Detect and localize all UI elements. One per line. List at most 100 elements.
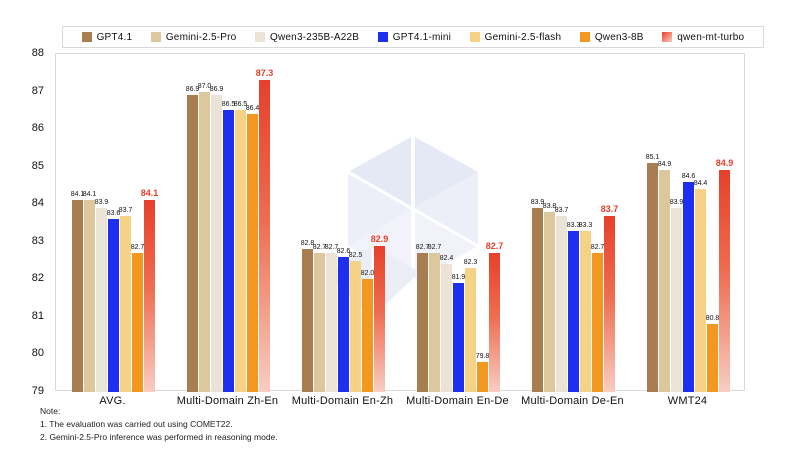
y-tick-label: 83 bbox=[31, 234, 44, 247]
bar-value-label: 86.4 bbox=[245, 105, 260, 113]
bar-value-label: 82.0 bbox=[360, 270, 375, 278]
bar-qwen3-8b: 80.8 bbox=[706, 315, 719, 392]
bar-gemini-2-5-flash: 83.7 bbox=[119, 207, 132, 392]
bar-value-label: 83.7 bbox=[118, 206, 133, 214]
note-line-1: 1. The evaluation was carried out using … bbox=[40, 419, 233, 429]
legend-swatch-icon bbox=[81, 32, 92, 42]
bar-value-label: 83.3 bbox=[578, 221, 593, 229]
bar-gemini-2-5-flash: 86.5 bbox=[234, 101, 247, 392]
bar-groups: 84.1 84.1 83.9 83.6 83.7 82.7 84.1 86.9 87.0 86.9… bbox=[56, 54, 746, 392]
legend-swatch-icon bbox=[579, 32, 590, 42]
legend-item-qwen3-235b-a22b: Qwen3-235B-A22B bbox=[255, 32, 359, 43]
y-tick-label: 80 bbox=[31, 347, 44, 360]
bar-group-avg-: 84.1 84.1 83.9 83.6 83.7 82.7 84.1 bbox=[56, 54, 171, 392]
y-tick-label: 87 bbox=[31, 84, 44, 97]
bar-value-label: 83.7 bbox=[600, 203, 619, 214]
legend-label: Qwen3-235B-A22B bbox=[270, 31, 360, 43]
bar-value-label: 83.9 bbox=[530, 198, 545, 206]
bar-qwen-mt-turbo: 83.7 bbox=[601, 204, 618, 392]
bar-value-label: 82.9 bbox=[370, 233, 389, 244]
bar-value-label: 82.3 bbox=[463, 259, 478, 267]
legend-label: GPT4.1 bbox=[96, 31, 133, 43]
bar-value-label: 87.3 bbox=[255, 68, 274, 79]
legend-item-gemini-2-5-pro: Gemini-2.5-Pro bbox=[150, 32, 237, 43]
bar-gemini-2-5-flash: 84.4 bbox=[694, 180, 707, 392]
x-axis-label: Multi-Domain De-En bbox=[521, 395, 624, 407]
legend-item-gpt4-1-mini: GPT4.1-mini bbox=[377, 31, 452, 43]
legend-swatch-icon bbox=[469, 32, 480, 42]
bar-value-label: 82.7 bbox=[590, 244, 605, 252]
bar-qwen3-235b-a22b: 83.9 bbox=[95, 199, 108, 392]
bar-gemini-2-5-pro: 84.9 bbox=[658, 161, 671, 392]
legend-item-qwen3-8b: Qwen3-8B bbox=[579, 32, 644, 43]
note-title: Note: bbox=[40, 406, 61, 416]
y-tick-label: 86 bbox=[31, 122, 44, 135]
legend-label: GPT4.1-mini bbox=[392, 31, 452, 43]
bar-qwen-mt-turbo: 84.1 bbox=[141, 188, 158, 392]
y-tick-label: 84 bbox=[31, 197, 44, 210]
bar-value-label: 82.7 bbox=[427, 244, 442, 252]
bar-gemini-2-5-flash: 83.3 bbox=[579, 222, 592, 392]
bar-value-label: 84.1 bbox=[82, 191, 97, 199]
bar-gemini-2-5-pro: 83.8 bbox=[543, 203, 556, 392]
y-axis: 88 87 86 85 84 83 82 81 80 79 bbox=[18, 47, 50, 397]
bar-gpt4-1: 82.7 bbox=[416, 244, 429, 392]
bar-qwen-mt-turbo: 82.9 bbox=[371, 234, 388, 392]
bar-value-label: 83.9 bbox=[669, 198, 684, 206]
x-axis-label: Multi-Domain En-Zh bbox=[291, 395, 394, 407]
footnotes: Note: 1. The evaluation was carried out … bbox=[40, 406, 278, 444]
bar-gemini-2-5-flash: 82.5 bbox=[349, 252, 362, 392]
bar-gemini-2-5-pro: 82.7 bbox=[313, 244, 326, 392]
y-tick-label: 81 bbox=[31, 309, 44, 322]
bar-value-label: 80.8 bbox=[705, 315, 720, 323]
bar-qwen3-235b-a22b: 82.4 bbox=[440, 255, 453, 392]
bar-group-multi-domain-en-zh: 82.8 82.7 82.7 82.6 82.5 82.0 82.9 bbox=[286, 54, 401, 392]
y-tick-label: 82 bbox=[31, 272, 44, 285]
bar-value-label: 79.8 bbox=[475, 352, 490, 360]
bar-qwen3-235b-a22b: 86.9 bbox=[210, 86, 223, 392]
bar-value-label: 82.4 bbox=[439, 255, 454, 263]
x-axis-label: WMT24 bbox=[667, 395, 708, 407]
bar-value-label: 84.1 bbox=[70, 191, 85, 199]
legend-label: qwen-mt-turbo bbox=[677, 31, 745, 43]
bar-gemini-2-5-flash: 82.3 bbox=[464, 259, 477, 392]
bar-value-label: 82.6 bbox=[336, 247, 351, 255]
bar-qwen3-8b: 82.7 bbox=[131, 244, 144, 392]
x-axis-labels: AVG. Multi-Domain Zh-En Multi-Domain En-Zh… bbox=[55, 395, 745, 407]
x-axis-label: AVG. bbox=[99, 395, 126, 407]
bar-group-multi-domain-en-de: 82.7 82.7 82.4 81.9 82.3 79.8 82.7 bbox=[401, 54, 516, 392]
plot-area: 84.1 84.1 83.9 83.6 83.7 82.7 84.1 86.9 87.0 86.9… bbox=[55, 53, 746, 392]
bar-group-multi-domain-zh-en: 86.9 87.0 86.9 86.5 86.5 86.4 87.3 bbox=[171, 54, 286, 392]
note-line-2: 2. Gemini-2.5-Pro inference was performe… bbox=[40, 432, 278, 443]
bar-qwen3-8b: 82.7 bbox=[591, 244, 604, 392]
bar-value-label: 84.4 bbox=[693, 180, 708, 188]
bar-value-label: 84.1 bbox=[140, 188, 159, 199]
legend-label: Gemini-2.5-flash bbox=[484, 31, 562, 43]
legend-item-gemini-2-5-flash: Gemini-2.5-flash bbox=[469, 31, 562, 43]
bar-value-label: 86.9 bbox=[185, 86, 200, 94]
bar-value-label: 83.6 bbox=[106, 210, 121, 218]
bar-value-label: 82.7 bbox=[130, 244, 145, 252]
bar-value-label: 83.8 bbox=[542, 202, 557, 210]
bar-value-label: 86.9 bbox=[209, 86, 224, 94]
bar-qwen3-235b-a22b: 82.7 bbox=[325, 244, 338, 392]
bar-gpt4-1: 86.9 bbox=[186, 86, 199, 392]
bar-qwen3-8b: 82.0 bbox=[361, 270, 374, 392]
bar-group-wmt24: 85.1 84.9 83.9 84.6 84.4 80.8 84.9 bbox=[631, 54, 746, 392]
bar-value-label: 84.6 bbox=[681, 172, 696, 180]
bar-gemini-2-5-pro: 84.1 bbox=[83, 191, 96, 392]
bar-group-multi-domain-de-en: 83.9 83.8 83.7 83.3 83.3 82.7 83.7 bbox=[516, 54, 631, 392]
watermark-logo bbox=[326, 136, 479, 316]
bar-gemini-2-5-pro: 87.0 bbox=[198, 83, 211, 392]
legend-item-gpt4-1: GPT4.1 bbox=[81, 31, 133, 43]
bar-value-label: 82.7 bbox=[312, 244, 327, 252]
bar-qwen-mt-turbo: 84.9 bbox=[716, 158, 733, 392]
bar-gpt4-1: 82.8 bbox=[301, 240, 314, 392]
legend-swatch-icon bbox=[150, 32, 161, 42]
bar-value-label: 82.5 bbox=[348, 251, 363, 259]
bar-qwen-mt-turbo: 82.7 bbox=[486, 241, 503, 392]
x-axis-label: Multi-Domain En-De bbox=[406, 395, 509, 407]
bar-value-label: 85.1 bbox=[645, 153, 660, 161]
bar-qwen3-235b-a22b: 83.9 bbox=[670, 199, 683, 392]
bar-value-label: 82.7 bbox=[485, 241, 504, 252]
